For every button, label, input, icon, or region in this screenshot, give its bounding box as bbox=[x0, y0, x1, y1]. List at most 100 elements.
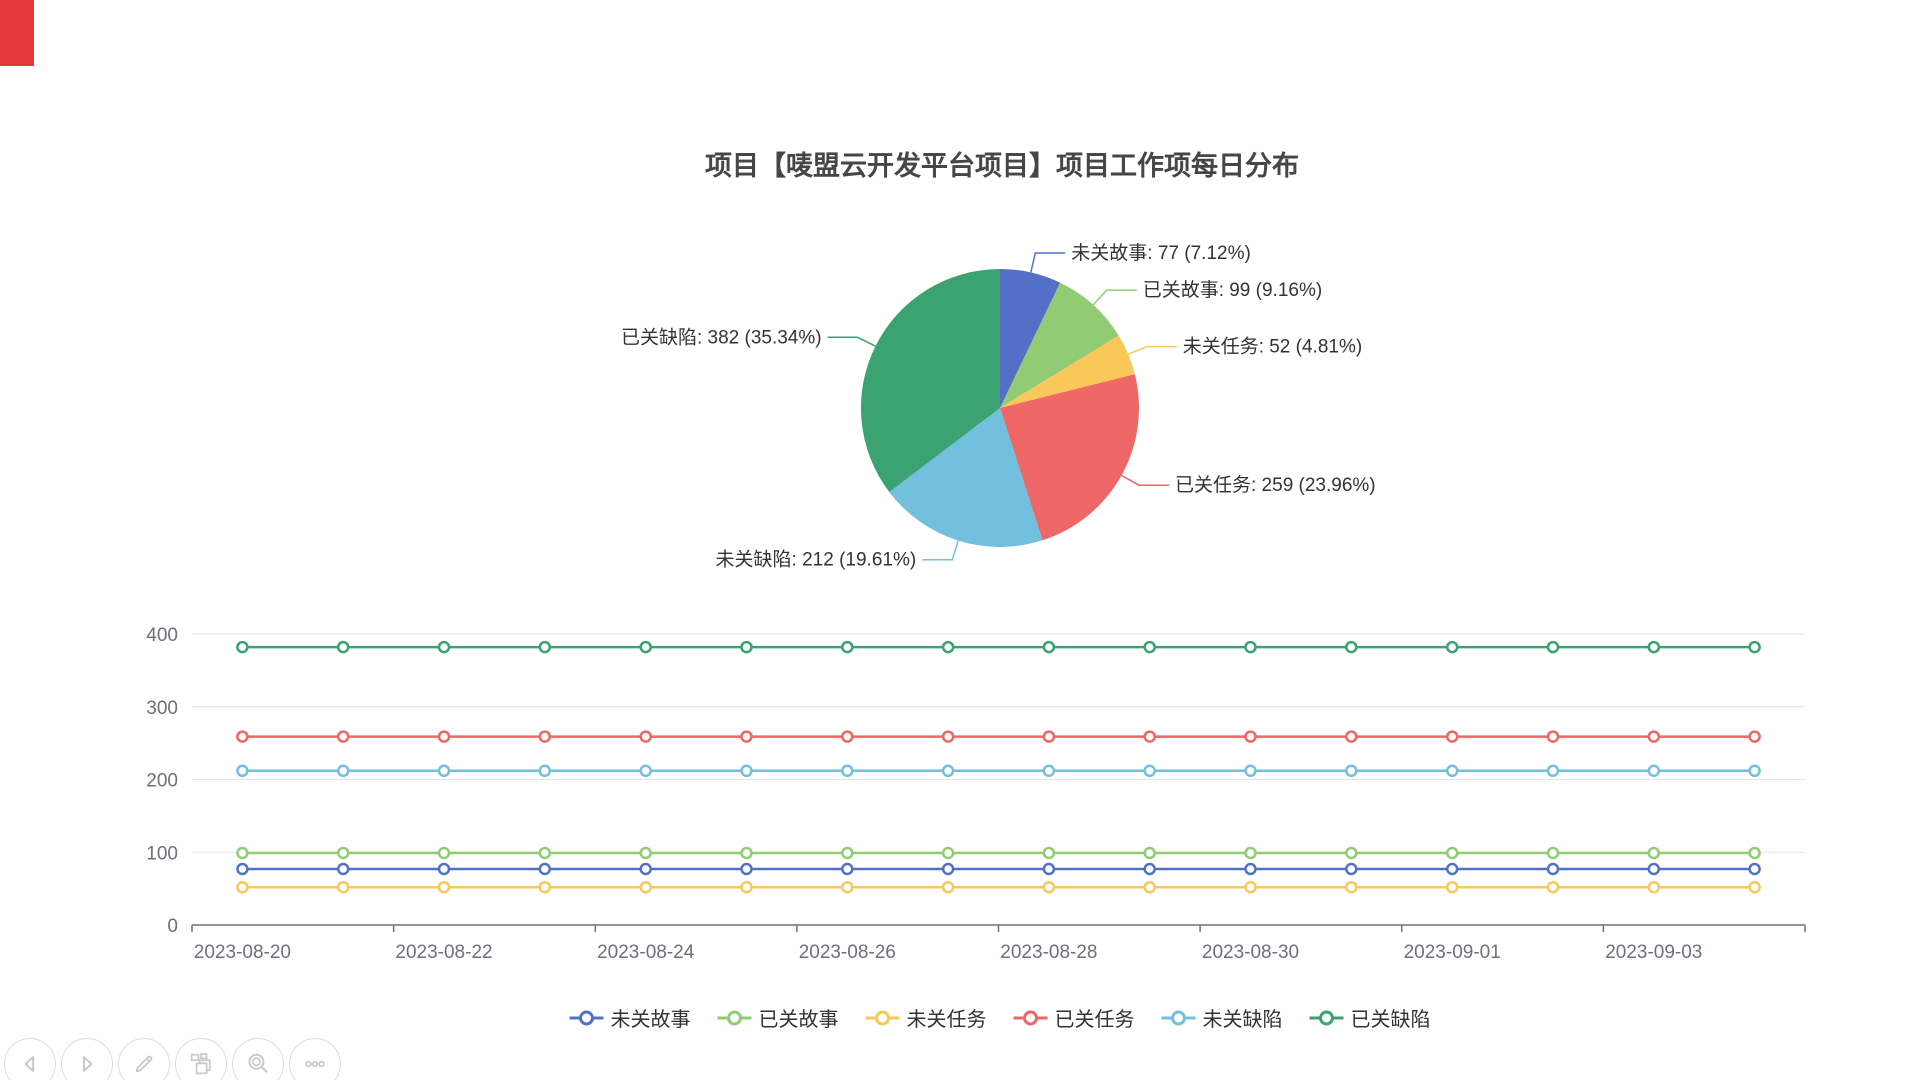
data-point-marker[interactable] bbox=[941, 764, 955, 778]
data-point-marker[interactable] bbox=[941, 730, 955, 743]
data-point-marker[interactable] bbox=[841, 764, 854, 778]
series-已关缺陷[interactable] bbox=[236, 640, 1761, 654]
data-point-marker[interactable] bbox=[1143, 846, 1156, 860]
data-point-marker[interactable] bbox=[437, 640, 451, 654]
data-point-marker[interactable] bbox=[1647, 640, 1661, 654]
data-point-marker[interactable] bbox=[336, 846, 350, 860]
toolbar-next-button[interactable] bbox=[61, 1038, 113, 1080]
data-point-marker[interactable] bbox=[639, 846, 652, 860]
data-point-marker[interactable] bbox=[236, 880, 249, 894]
data-point-marker[interactable] bbox=[1546, 764, 1560, 778]
data-point-marker[interactable] bbox=[437, 862, 451, 876]
series-已关故事[interactable] bbox=[236, 846, 1761, 860]
series-未关故事[interactable] bbox=[236, 862, 1761, 876]
toolbar-edit-button[interactable] bbox=[118, 1038, 170, 1080]
data-point-marker[interactable] bbox=[1445, 730, 1459, 743]
data-point-marker[interactable] bbox=[1143, 640, 1156, 654]
data-point-marker[interactable] bbox=[236, 846, 249, 860]
data-point-marker[interactable] bbox=[538, 862, 552, 876]
data-point-marker[interactable] bbox=[437, 764, 451, 778]
data-point-marker[interactable] bbox=[639, 764, 652, 778]
data-point-marker[interactable] bbox=[841, 862, 854, 876]
data-point-marker[interactable] bbox=[538, 730, 552, 743]
series-未关任务[interactable] bbox=[236, 880, 1761, 894]
data-point-marker[interactable] bbox=[236, 862, 249, 876]
data-point-marker[interactable] bbox=[437, 880, 451, 894]
data-point-marker[interactable] bbox=[639, 640, 652, 654]
data-point-marker[interactable] bbox=[236, 730, 249, 743]
data-point-marker[interactable] bbox=[236, 764, 249, 778]
legend-item-未关缺陷[interactable]: 未关缺陷 bbox=[1161, 1003, 1283, 1032]
data-point-marker[interactable] bbox=[1748, 730, 1761, 743]
data-point-marker[interactable] bbox=[1143, 730, 1156, 743]
data-point-marker[interactable] bbox=[941, 846, 955, 860]
data-point-marker[interactable] bbox=[740, 640, 753, 654]
pie-slice-已关任务[interactable] bbox=[1000, 374, 1139, 541]
data-point-marker[interactable] bbox=[841, 730, 854, 743]
data-point-marker[interactable] bbox=[538, 764, 552, 778]
data-point-marker[interactable] bbox=[1546, 880, 1560, 894]
pie-slice-已关故事[interactable] bbox=[1000, 282, 1119, 408]
data-point-marker[interactable] bbox=[740, 764, 753, 778]
data-point-marker[interactable] bbox=[1244, 846, 1257, 860]
data-point-marker[interactable] bbox=[1042, 640, 1056, 654]
pie-slice-已关缺陷[interactable] bbox=[860, 269, 1000, 493]
data-point-marker[interactable] bbox=[1345, 640, 1358, 654]
legend-item-未关任务[interactable]: 未关任务 bbox=[865, 1003, 987, 1032]
data-point-marker[interactable] bbox=[639, 730, 652, 743]
data-point-marker[interactable] bbox=[1345, 862, 1358, 876]
pie-slice-未关任务[interactable] bbox=[1000, 335, 1135, 408]
data-point-marker[interactable] bbox=[336, 880, 350, 894]
data-point-marker[interactable] bbox=[1546, 730, 1560, 743]
data-point-marker[interactable] bbox=[1244, 640, 1257, 654]
data-point-marker[interactable] bbox=[1345, 846, 1358, 860]
data-point-marker[interactable] bbox=[1345, 730, 1358, 743]
data-point-marker[interactable] bbox=[1244, 880, 1257, 894]
data-point-marker[interactable] bbox=[740, 880, 753, 894]
data-point-marker[interactable] bbox=[1748, 846, 1761, 860]
data-point-marker[interactable] bbox=[1546, 640, 1560, 654]
data-point-marker[interactable] bbox=[236, 640, 249, 654]
data-point-marker[interactable] bbox=[1143, 764, 1156, 778]
data-point-marker[interactable] bbox=[1143, 880, 1156, 894]
data-point-marker[interactable] bbox=[1042, 846, 1056, 860]
data-point-marker[interactable] bbox=[941, 640, 955, 654]
data-point-marker[interactable] bbox=[740, 846, 753, 860]
data-point-marker[interactable] bbox=[1445, 880, 1459, 894]
data-point-marker[interactable] bbox=[1748, 880, 1761, 894]
toolbar-multi-button[interactable] bbox=[175, 1038, 227, 1080]
data-point-marker[interactable] bbox=[538, 640, 552, 654]
pie-slice-未关缺陷[interactable] bbox=[889, 408, 1043, 547]
legend-item-已关故事[interactable]: 已关故事 bbox=[717, 1003, 839, 1032]
data-point-marker[interactable] bbox=[841, 640, 854, 654]
data-point-marker[interactable] bbox=[740, 730, 753, 743]
data-point-marker[interactable] bbox=[1647, 880, 1661, 894]
data-point-marker[interactable] bbox=[1647, 730, 1661, 743]
data-point-marker[interactable] bbox=[1445, 764, 1459, 778]
toolbar-prev-button[interactable] bbox=[4, 1038, 56, 1080]
legend-item-未关故事[interactable]: 未关故事 bbox=[569, 1003, 691, 1032]
data-point-marker[interactable] bbox=[941, 862, 955, 876]
data-point-marker[interactable] bbox=[639, 880, 652, 894]
data-point-marker[interactable] bbox=[941, 880, 955, 894]
data-point-marker[interactable] bbox=[1546, 862, 1560, 876]
data-point-marker[interactable] bbox=[1445, 640, 1459, 654]
data-point-marker[interactable] bbox=[336, 764, 350, 778]
data-point-marker[interactable] bbox=[1647, 862, 1661, 876]
data-point-marker[interactable] bbox=[437, 846, 451, 860]
data-point-marker[interactable] bbox=[1042, 730, 1056, 743]
data-point-marker[interactable] bbox=[1143, 862, 1156, 876]
toolbar-zoom-button[interactable] bbox=[232, 1038, 284, 1080]
data-point-marker[interactable] bbox=[1445, 862, 1459, 876]
data-point-marker[interactable] bbox=[1345, 764, 1358, 778]
legend-item-已关任务[interactable]: 已关任务 bbox=[1013, 1003, 1135, 1032]
series-已关任务[interactable] bbox=[236, 730, 1761, 743]
data-point-marker[interactable] bbox=[538, 846, 552, 860]
data-point-marker[interactable] bbox=[1748, 764, 1761, 778]
data-point-marker[interactable] bbox=[639, 862, 652, 876]
data-point-marker[interactable] bbox=[1244, 730, 1257, 743]
data-point-marker[interactable] bbox=[1042, 764, 1056, 778]
data-point-marker[interactable] bbox=[1546, 846, 1560, 860]
data-point-marker[interactable] bbox=[336, 862, 350, 876]
data-point-marker[interactable] bbox=[1748, 640, 1761, 654]
